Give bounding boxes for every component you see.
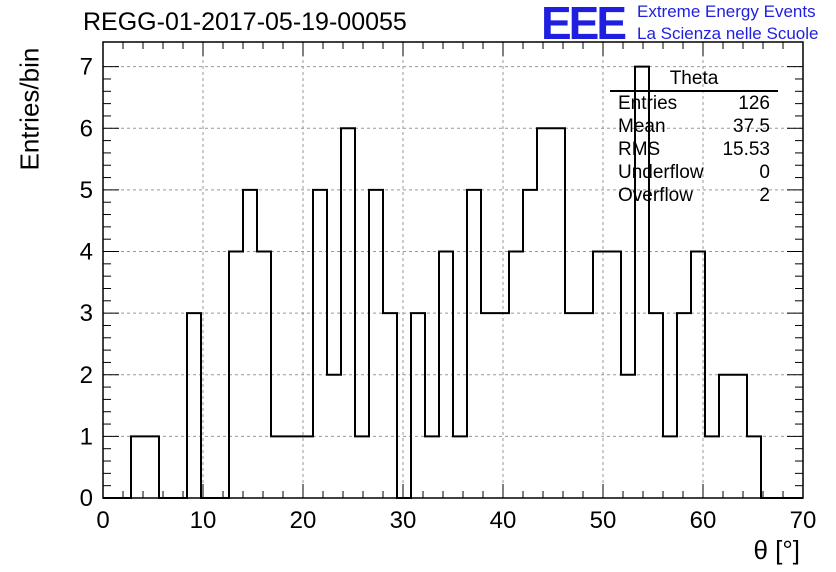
y-axis-label: Entries/bin xyxy=(14,47,45,171)
x-tick-label: 70 xyxy=(790,507,817,534)
stats-label: Entries xyxy=(618,93,678,114)
histogram-bar xyxy=(663,436,677,498)
logo-text-line2: La Scienza nelle Scuole xyxy=(637,24,819,43)
stats-value: 2 xyxy=(759,185,770,206)
x-tick-label: 20 xyxy=(290,507,317,534)
y-tick-label: 1 xyxy=(80,423,93,450)
x-axis-label: θ [°] xyxy=(753,535,800,565)
histogram-bar xyxy=(145,436,159,498)
stats-value: 15.53 xyxy=(722,139,770,160)
stats-label: Overflow xyxy=(618,185,693,206)
histogram-bar xyxy=(411,313,425,498)
histogram-bar xyxy=(649,313,663,498)
histogram-bar xyxy=(481,313,495,498)
y-tick-label: 4 xyxy=(80,239,93,266)
histogram-bar xyxy=(369,190,383,498)
histogram-bar xyxy=(355,436,369,498)
x-tick-label: 10 xyxy=(190,507,217,534)
histogram-bar xyxy=(131,436,145,498)
stats-value: 37.5 xyxy=(733,116,770,137)
stats-value: 126 xyxy=(738,93,770,114)
y-tick-label: 2 xyxy=(80,362,93,389)
histogram-bar xyxy=(495,313,509,498)
y-tick-label: 3 xyxy=(80,300,93,327)
stats-title: Theta xyxy=(610,68,778,92)
histogram-bar xyxy=(383,313,397,498)
y-tick-label: 5 xyxy=(80,177,93,204)
chart-title: REGG-01-2017-05-19-00055 xyxy=(83,8,407,36)
stats-row-underflow: Underflow 0 xyxy=(610,161,778,184)
stats-box: Theta Entries 126 Mean 37.5 RMS 15.53 Un… xyxy=(610,68,778,207)
histogram-outline xyxy=(103,65,803,499)
histogram-bar xyxy=(299,436,313,498)
histogram-bar xyxy=(705,436,719,498)
stats-row-rms: RMS 15.53 xyxy=(610,138,778,161)
x-tick-label: 40 xyxy=(490,507,517,534)
plot-frame xyxy=(102,41,804,499)
histogram-bar xyxy=(677,313,691,498)
histogram-bar xyxy=(271,436,285,498)
x-tick-label: 60 xyxy=(690,507,717,534)
stats-row-overflow: Overflow 2 xyxy=(610,184,778,207)
stats-value: 0 xyxy=(759,162,770,183)
histogram-bar xyxy=(579,313,593,498)
x-tick-label: 50 xyxy=(590,507,617,534)
stats-label: RMS xyxy=(618,139,661,160)
stats-label: Mean xyxy=(618,116,666,137)
y-tick-label: 0 xyxy=(80,485,93,512)
stats-label: Underflow xyxy=(618,162,704,183)
histogram-bar xyxy=(313,190,327,498)
logo-text-line1: Extreme Energy Events xyxy=(637,2,816,21)
eee-logo: EEE xyxy=(541,0,627,49)
x-tick-label: 0 xyxy=(96,507,109,534)
histogram-bar xyxy=(187,313,201,498)
histogram-bar xyxy=(747,436,761,498)
histogram-bar xyxy=(453,436,467,498)
stats-row-entries: Entries 126 xyxy=(610,92,778,115)
histogram-bar xyxy=(243,190,257,498)
y-tick-label: 6 xyxy=(80,115,93,142)
y-tick-label: 7 xyxy=(80,54,93,81)
histogram-bar xyxy=(523,190,537,498)
histogram-bar xyxy=(425,436,439,498)
histogram-bar xyxy=(467,190,481,498)
stats-row-mean: Mean 37.5 xyxy=(610,115,778,138)
histogram-bar xyxy=(565,313,579,498)
x-tick-label: 30 xyxy=(390,507,417,534)
histogram-bar xyxy=(285,436,299,498)
